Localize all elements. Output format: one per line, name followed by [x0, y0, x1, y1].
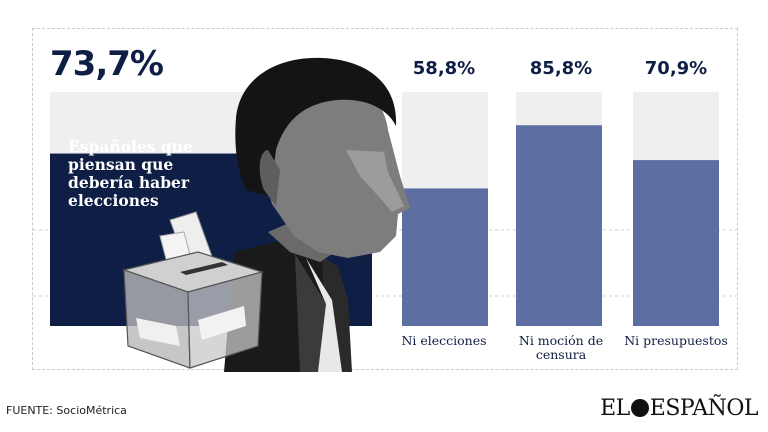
- brand-logo-part1: EL: [600, 396, 630, 421]
- bar-label-ni-presupuestos: Ni presupuestos: [624, 333, 728, 348]
- bar-label-ni-elecciones: Ni elecciones: [401, 333, 487, 348]
- brand-logo-part2: ESPAÑOL: [649, 396, 759, 421]
- ballot-box-illustration: [121, 211, 265, 369]
- chart-frame: [32, 28, 738, 370]
- bar-value-ni-mocion: 85,8%: [529, 58, 593, 79]
- source-note: FUENTE: SocioMétrica: [6, 404, 127, 417]
- portrait-illustration: [224, 57, 410, 372]
- highlight-label: Españoles que piensan que debería haber …: [68, 137, 193, 210]
- highlight-value: 73,7%: [50, 44, 164, 84]
- bar-value-ni-elecciones: 58,8%: [412, 58, 476, 79]
- brand-logo[interactable]: EL ESPAÑOL: [600, 396, 758, 421]
- bar-1: [516, 125, 602, 326]
- bar-2: [633, 160, 719, 326]
- bar-0: [402, 188, 488, 326]
- lion-icon: [630, 399, 649, 417]
- bar-label-ni-mocion: Ni moción de censura: [518, 333, 604, 362]
- bar-value-ni-presupuestos: 70,9%: [644, 58, 708, 79]
